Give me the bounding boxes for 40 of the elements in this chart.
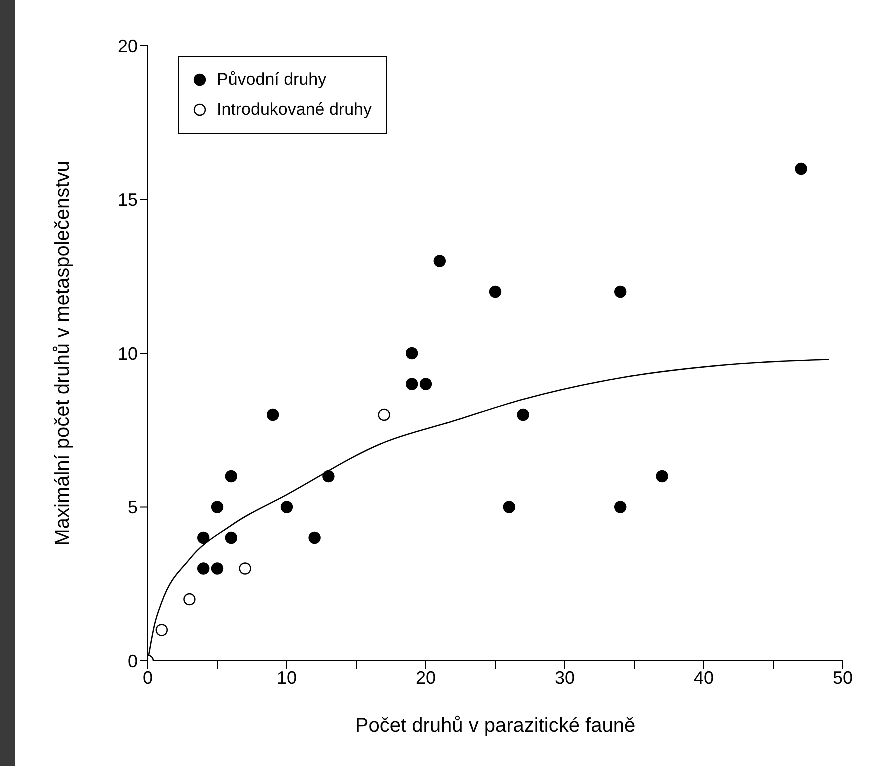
point [267,408,280,422]
point [406,378,418,390]
point [420,378,432,390]
point [795,162,808,176]
y-tick-label: 5 [128,498,138,518]
y-tick-label: 0 [128,651,138,672]
point [225,470,238,483]
x-tick-label: 50 [832,668,854,688]
point [184,593,196,606]
x-tick-label: 0 [142,668,154,688]
y-axis-title: Maximální počet druhů v metaspolečenstvu [52,161,74,546]
point [211,562,224,575]
point [378,408,390,422]
point [614,286,627,298]
point [156,624,168,636]
y-tick-label: 20 [118,36,138,56]
y-tick-label: 10 [118,344,138,364]
legend-label: Introdukované druhy [217,99,372,121]
point [308,532,321,544]
point [239,562,252,575]
point [322,470,335,483]
point [211,501,224,514]
point [517,408,530,422]
x-tick-label: 20 [416,668,436,688]
point [280,501,294,514]
x-tick-label: 40 [694,668,714,688]
legend-label: Původní druhy [217,69,327,91]
point [406,347,418,360]
y-tick-label: 15 [118,190,138,210]
point [656,470,668,483]
point [198,562,210,575]
x-tick-label: 10 [276,668,298,688]
point [225,532,238,544]
point [503,501,516,514]
point [198,532,210,544]
x-tick-label: 30 [554,668,576,688]
point [434,255,446,268]
x-axis-title: Počet druhů v parazitické fauně [355,715,636,737]
point [489,286,502,298]
point [614,501,627,514]
